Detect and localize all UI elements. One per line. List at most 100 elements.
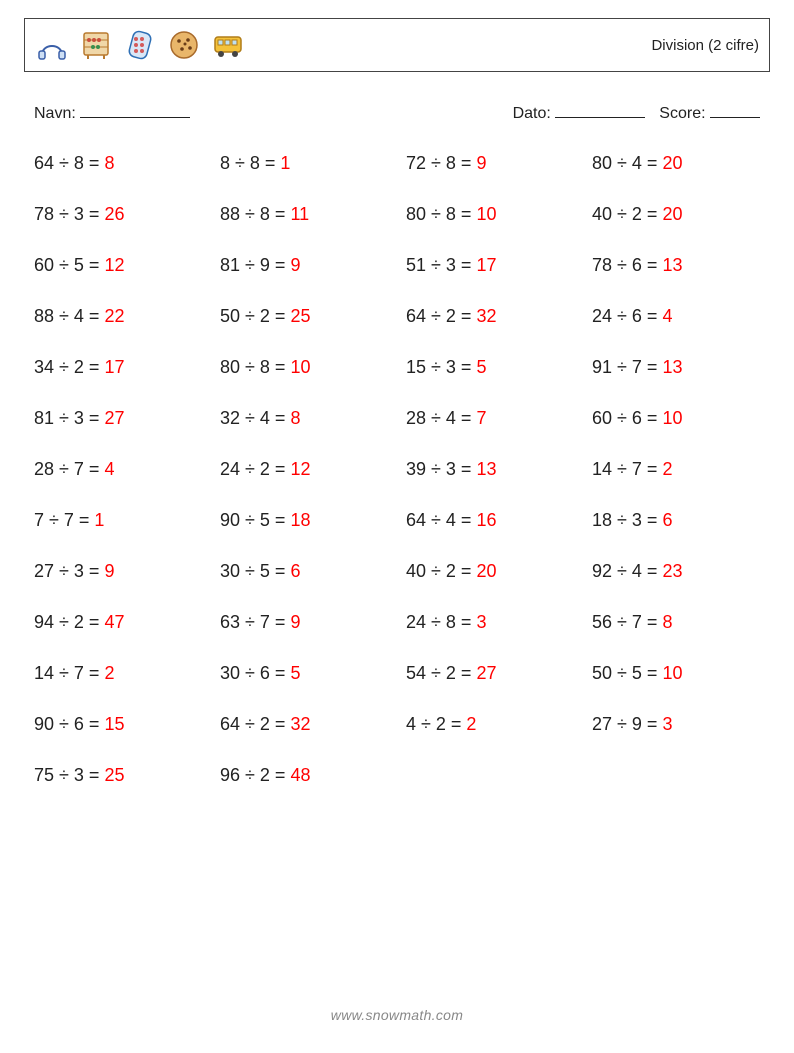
problem-answer: 12: [290, 459, 310, 479]
problem: 75 ÷ 3 = 25: [34, 765, 202, 786]
problem: 8 ÷ 8 = 1: [220, 153, 388, 174]
problem-answer: 4: [662, 306, 672, 326]
problem-expression: 28 ÷ 4 =: [406, 408, 476, 428]
name-field: Navn:: [34, 102, 190, 123]
problem-expression: 88 ÷ 8 =: [220, 204, 290, 224]
problem-answer: 2: [104, 663, 114, 683]
problem-expression: 75 ÷ 3 =: [34, 765, 104, 785]
problem-expression: 80 ÷ 4 =: [592, 153, 662, 173]
problem-expression: 4 ÷ 2 =: [406, 714, 466, 734]
problem-answer: 9: [290, 612, 300, 632]
problem: 40 ÷ 2 = 20: [592, 204, 760, 225]
problem-answer: 8: [104, 153, 114, 173]
problem-answer: 48: [290, 765, 310, 785]
problem: 91 ÷ 7 = 13: [592, 357, 760, 378]
problem-expression: 80 ÷ 8 =: [220, 357, 290, 377]
problem-expression: 14 ÷ 7 =: [34, 663, 104, 683]
problem: 28 ÷ 7 = 4: [34, 459, 202, 480]
problem-expression: 64 ÷ 4 =: [406, 510, 476, 530]
problem-expression: 51 ÷ 3 =: [406, 255, 476, 275]
problem-expression: 92 ÷ 4 =: [592, 561, 662, 581]
problem: 78 ÷ 6 = 13: [592, 255, 760, 276]
footer-url: www.snowmath.com: [0, 1007, 794, 1023]
problem-answer: 5: [290, 663, 300, 683]
problem-answer: 18: [290, 510, 310, 530]
problem-expression: 40 ÷ 2 =: [406, 561, 476, 581]
date-blank[interactable]: [555, 102, 645, 118]
problem: 54 ÷ 2 = 27: [406, 663, 574, 684]
problem-expression: 50 ÷ 5 =: [592, 663, 662, 683]
problem-answer: 20: [662, 153, 682, 173]
problem: 24 ÷ 6 = 4: [592, 306, 760, 327]
problem-answer: 16: [476, 510, 496, 530]
score-label: Score:: [659, 105, 705, 122]
header-box: Division (2 cifre): [24, 18, 770, 72]
pills-icon: [123, 28, 157, 62]
header-icons: [35, 28, 245, 62]
problem-expression: 64 ÷ 2 =: [220, 714, 290, 734]
problem-answer: 23: [662, 561, 682, 581]
problem-answer: 3: [662, 714, 672, 734]
problem-expression: 96 ÷ 2 =: [220, 765, 290, 785]
problem-answer: 20: [662, 204, 682, 224]
name-blank[interactable]: [80, 102, 190, 118]
problem: 81 ÷ 9 = 9: [220, 255, 388, 276]
problem-expression: 81 ÷ 3 =: [34, 408, 104, 428]
problem-answer: 1: [94, 510, 104, 530]
problem-answer: 27: [476, 663, 496, 683]
problem-expression: 14 ÷ 7 =: [592, 459, 662, 479]
problem-answer: 3: [476, 612, 486, 632]
problem: 27 ÷ 3 = 9: [34, 561, 202, 582]
problem: 60 ÷ 6 = 10: [592, 408, 760, 429]
problem-answer: 32: [290, 714, 310, 734]
problem-answer: 1: [280, 153, 290, 173]
problem-answer: 25: [290, 306, 310, 326]
problem: 7 ÷ 7 = 1: [34, 510, 202, 531]
problem-expression: 78 ÷ 6 =: [592, 255, 662, 275]
problem-expression: 78 ÷ 3 =: [34, 204, 104, 224]
problem: 81 ÷ 3 = 27: [34, 408, 202, 429]
worksheet-title: Division (2 cifre): [651, 37, 759, 54]
problem: 30 ÷ 5 = 6: [220, 561, 388, 582]
problem-expression: 30 ÷ 5 =: [220, 561, 290, 581]
problem-expression: 40 ÷ 2 =: [592, 204, 662, 224]
problem-answer: 32: [476, 306, 496, 326]
problem: 34 ÷ 2 = 17: [34, 357, 202, 378]
problem: 18 ÷ 3 = 6: [592, 510, 760, 531]
problem: 60 ÷ 5 = 12: [34, 255, 202, 276]
problem-answer: 13: [476, 459, 496, 479]
problem-answer: 27: [104, 408, 124, 428]
problem-expression: 50 ÷ 2 =: [220, 306, 290, 326]
problem-expression: 56 ÷ 7 =: [592, 612, 662, 632]
problem: 80 ÷ 8 = 10: [220, 357, 388, 378]
problem: 78 ÷ 3 = 26: [34, 204, 202, 225]
jump-rope-icon: [35, 28, 69, 62]
name-label: Navn:: [34, 105, 76, 122]
problem: 15 ÷ 3 = 5: [406, 357, 574, 378]
problem-answer: 25: [104, 765, 124, 785]
problem-expression: 90 ÷ 5 =: [220, 510, 290, 530]
score-blank[interactable]: [710, 102, 760, 118]
problem-expression: 63 ÷ 7 =: [220, 612, 290, 632]
problem: 39 ÷ 3 = 13: [406, 459, 574, 480]
problem-answer: 12: [104, 255, 124, 275]
problem-expression: 94 ÷ 2 =: [34, 612, 104, 632]
problem-answer: 10: [476, 204, 496, 224]
problem: 14 ÷ 7 = 2: [592, 459, 760, 480]
problem-expression: 88 ÷ 4 =: [34, 306, 104, 326]
problem-answer: 10: [662, 408, 682, 428]
problem-answer: 9: [290, 255, 300, 275]
problem: 51 ÷ 3 = 17: [406, 255, 574, 276]
problem: 24 ÷ 2 = 12: [220, 459, 388, 480]
problem-answer: 10: [290, 357, 310, 377]
problem-answer: 13: [662, 255, 682, 275]
problem-answer: 6: [290, 561, 300, 581]
problem-expression: 64 ÷ 2 =: [406, 306, 476, 326]
problem-expression: 24 ÷ 6 =: [592, 306, 662, 326]
date-label: Dato:: [513, 105, 551, 122]
problem: 88 ÷ 8 = 11: [220, 204, 388, 225]
problem-answer: 20: [476, 561, 496, 581]
problem-expression: 15 ÷ 3 =: [406, 357, 476, 377]
problem: 28 ÷ 4 = 7: [406, 408, 574, 429]
problem: 94 ÷ 2 = 47: [34, 612, 202, 633]
